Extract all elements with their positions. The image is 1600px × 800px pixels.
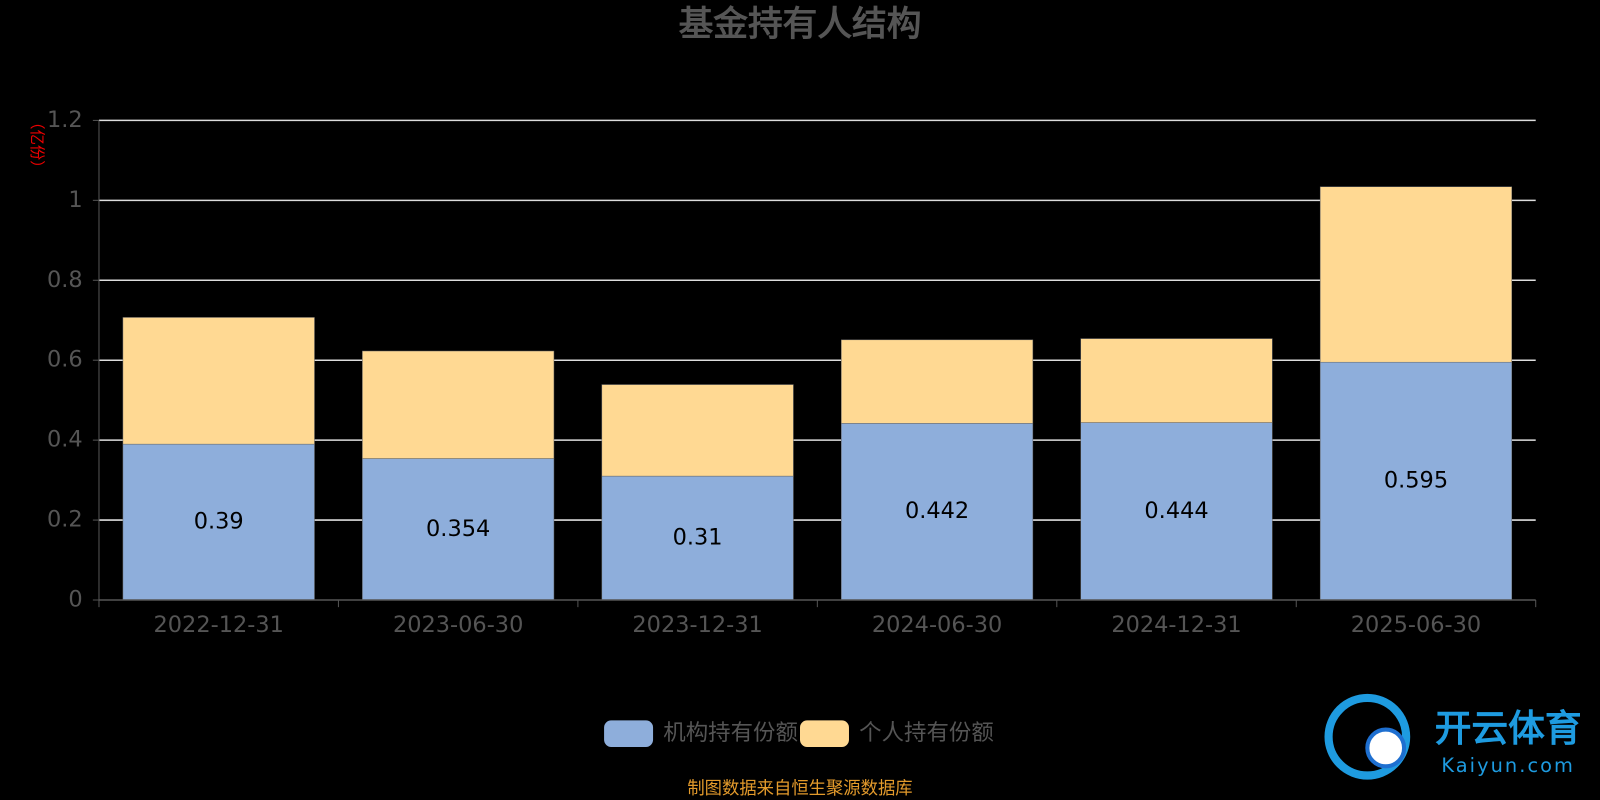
legend-swatch[interactable] xyxy=(604,720,654,747)
y-tick-label: 0.6 xyxy=(47,347,83,373)
data-label: 0.31 xyxy=(673,525,723,551)
bar-segment xyxy=(1319,361,1513,601)
source-note: 制图数据来自恒生聚源数据库 xyxy=(687,779,912,799)
y-tick-label: 0 xyxy=(68,587,82,613)
y-tick-label: 0.8 xyxy=(47,267,83,293)
y-axis-label: （亿份） xyxy=(28,114,46,175)
watermark-site: Kaiyun.com xyxy=(1441,754,1575,777)
bar-segment xyxy=(122,443,315,601)
bar-segment xyxy=(1080,422,1273,601)
y-tick-label: 1 xyxy=(68,187,82,213)
bar-segment xyxy=(362,458,555,601)
bar-segment xyxy=(841,423,1034,601)
data-label: 0.354 xyxy=(426,516,490,542)
chart-title: 基金持有人结构 xyxy=(679,4,922,45)
y-tick-label: 0.2 xyxy=(47,507,83,533)
x-tick-label: 2022-12-31 xyxy=(154,612,284,638)
x-tick-label: 2023-12-31 xyxy=(632,612,762,638)
data-label: 0.595 xyxy=(1384,468,1448,494)
bar-segment xyxy=(1080,338,1273,423)
data-label: 0.442 xyxy=(905,498,969,524)
bar-segment xyxy=(601,475,794,601)
legend-label: 机构持有份额 xyxy=(663,720,798,746)
bar-segment xyxy=(362,350,555,459)
bar-segment xyxy=(122,317,315,445)
y-tick-label: 0.4 xyxy=(47,427,83,453)
x-tick-label: 2024-12-31 xyxy=(1111,612,1241,638)
x-tick-label: 2025-06-30 xyxy=(1351,612,1481,638)
data-label: 0.444 xyxy=(1144,498,1208,524)
data-label: 0.39 xyxy=(194,509,244,535)
legend-label: 个人持有份额 xyxy=(859,720,994,746)
bar-segment xyxy=(601,384,794,477)
watermark-ball xyxy=(1365,727,1407,769)
legend-swatch[interactable] xyxy=(800,720,849,747)
x-tick-label: 2023-06-30 xyxy=(393,612,523,638)
y-tick-label: 1.2 xyxy=(47,107,83,133)
watermark-name: 开云体育 xyxy=(1435,707,1582,750)
watermark-logo xyxy=(1324,693,1411,780)
watermark: 开云体育 Kaiyun.com xyxy=(1324,693,1582,780)
bar-segment xyxy=(1319,186,1513,363)
bar-segment xyxy=(841,339,1034,424)
x-tick-label: 2024-06-30 xyxy=(872,612,1002,638)
